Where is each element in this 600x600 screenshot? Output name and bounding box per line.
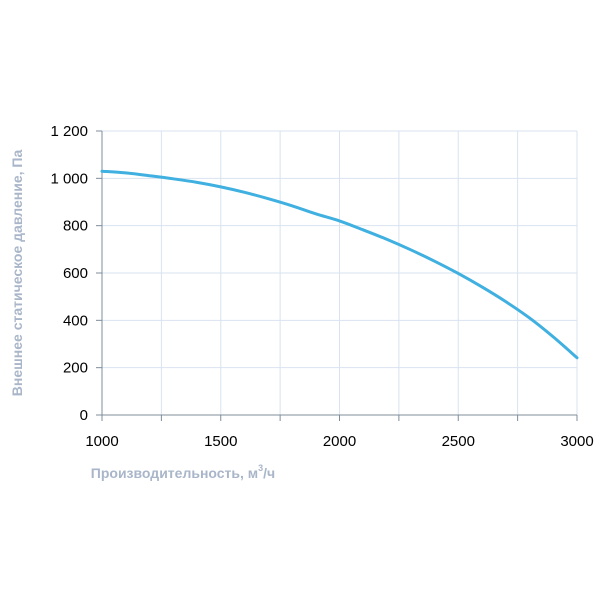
x-axis-title: Производительность, м3/ч: [91, 463, 275, 481]
series: [100, 169, 579, 360]
x-axis-title-main: Производительность, м: [91, 465, 258, 481]
y-tick-label: 400: [63, 312, 88, 329]
y-tick-label: 600: [63, 265, 88, 282]
x-tick-label: 3000: [560, 433, 593, 450]
x-axis-title-sup: 3: [258, 463, 263, 473]
y-tick-label: 1 000: [50, 170, 88, 187]
x-tick-label: 1000: [85, 433, 118, 450]
y-tick-label: 1 200: [50, 123, 88, 140]
x-tick-label: 1500: [204, 433, 237, 450]
x-tick-label: 2500: [442, 433, 475, 450]
axes: [96, 130, 578, 421]
y-tick-label: 0: [80, 407, 88, 424]
y-axis-title: Внешнее статическое давление, Па: [9, 150, 25, 397]
y-tick-label: 200: [63, 360, 88, 377]
y-tick-label: 800: [63, 218, 88, 235]
grid: [102, 130, 578, 415]
x-axis-title-tail: /ч: [263, 465, 275, 481]
x-tick-label: 2000: [323, 433, 356, 450]
series-line: [100, 169, 579, 360]
